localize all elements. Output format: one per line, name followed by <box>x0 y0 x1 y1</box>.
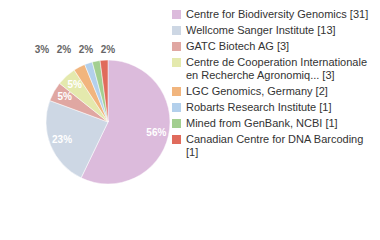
legend-swatch <box>172 103 181 112</box>
data-label: 2% <box>79 44 94 55</box>
legend-swatch <box>172 10 181 19</box>
legend-label: Canadian Centre for DNA Barcoding[1] <box>186 133 363 158</box>
chart: 56% 23% 5%5% 3% 2% 2% 2% Centre for Biodiversit… <box>0 0 380 240</box>
legend-item: Wellcome Sanger Institute [13] <box>172 24 336 36</box>
data-label: 2% <box>57 44 72 55</box>
pie <box>46 60 170 184</box>
legend-item: Mined from GenBank, NCBI [1] <box>172 117 338 129</box>
legend-item: LGC Genomics, Germany [2] <box>172 85 328 97</box>
legend-item: Canadian Centre for DNA Barcoding[1] <box>172 133 363 158</box>
legend-label: Centre de Cooperation Internationaleen R… <box>186 56 367 81</box>
legend-label: Robarts Research Institute [1] <box>186 101 332 113</box>
legend-swatch <box>172 135 181 144</box>
data-label: 3% <box>35 44 50 55</box>
pie-slice <box>92 61 108 122</box>
data-label: 23% <box>52 134 72 145</box>
legend-label: Mined from GenBank, NCBI [1] <box>186 117 338 129</box>
legend-label: GATC Biotech AG [3] <box>186 40 289 52</box>
legend-label: Wellcome Sanger Institute [13] <box>186 24 336 36</box>
data-label: 56% <box>146 127 166 138</box>
pie-slice <box>100 60 108 122</box>
data-label: 5% <box>58 91 73 102</box>
legend-label: LGC Genomics, Germany [2] <box>186 85 328 97</box>
legend-item: Robarts Research Institute [1] <box>172 101 332 113</box>
data-label: 5% <box>67 79 82 90</box>
legend-item: Centre de Cooperation Internationaleen R… <box>172 56 367 81</box>
legend-item: GATC Biotech AG [3] <box>172 40 289 52</box>
legend: Centre for Biodiversity Genomics [31] Wel… <box>172 8 368 158</box>
legend-swatch <box>172 119 181 128</box>
legend-swatch <box>172 42 181 51</box>
legend-swatch <box>172 26 181 35</box>
legend-swatch <box>172 87 181 96</box>
legend-label: Centre for Biodiversity Genomics [31] <box>186 8 368 20</box>
legend-item: Centre for Biodiversity Genomics [31] <box>172 8 368 20</box>
legend-swatch <box>172 58 181 67</box>
data-label: 2% <box>101 44 116 55</box>
data-labels: 56% 23% 5%5% 3% 2% 2% 2% <box>35 44 167 146</box>
